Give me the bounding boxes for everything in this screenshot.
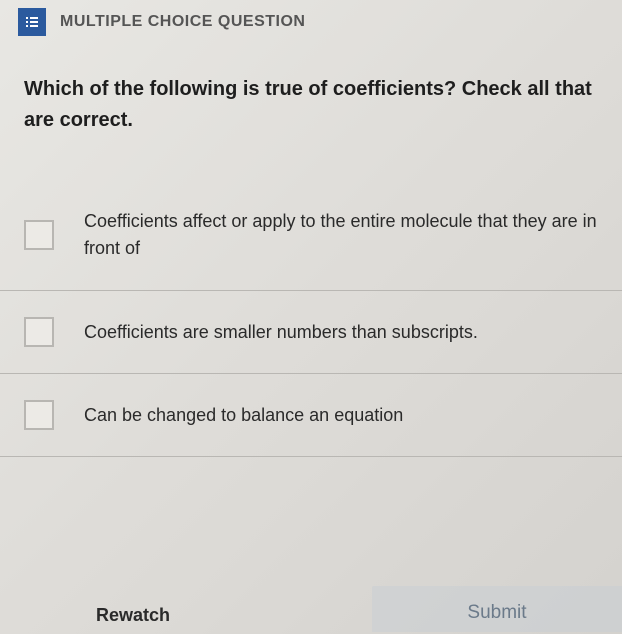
option-row[interactable]: Can be changed to balance an equation bbox=[0, 374, 622, 457]
rewatch-button[interactable]: Rewatch bbox=[0, 587, 372, 632]
footer: Rewatch Submit bbox=[0, 586, 622, 634]
checkbox[interactable] bbox=[24, 220, 54, 250]
option-label: Can be changed to balance an equation bbox=[84, 402, 403, 429]
option-label: Coefficients affect or apply to the enti… bbox=[84, 208, 598, 262]
question-prompt: Which of the following is true of coeffi… bbox=[0, 50, 622, 164]
list-icon bbox=[18, 8, 46, 36]
question-type-label: MULTIPLE CHOICE QUESTION bbox=[60, 13, 305, 31]
option-label: Coefficients are smaller numbers than su… bbox=[84, 319, 478, 346]
option-row[interactable]: Coefficients affect or apply to the enti… bbox=[0, 198, 622, 291]
options-list: Coefficients affect or apply to the enti… bbox=[0, 198, 622, 457]
submit-button[interactable]: Submit bbox=[372, 586, 622, 632]
checkbox[interactable] bbox=[24, 400, 54, 430]
checkbox[interactable] bbox=[24, 317, 54, 347]
question-text: Which of the following is true of coeffi… bbox=[24, 74, 598, 136]
option-row[interactable]: Coefficients are smaller numbers than su… bbox=[0, 291, 622, 374]
question-header: MULTIPLE CHOICE QUESTION bbox=[0, 0, 622, 50]
